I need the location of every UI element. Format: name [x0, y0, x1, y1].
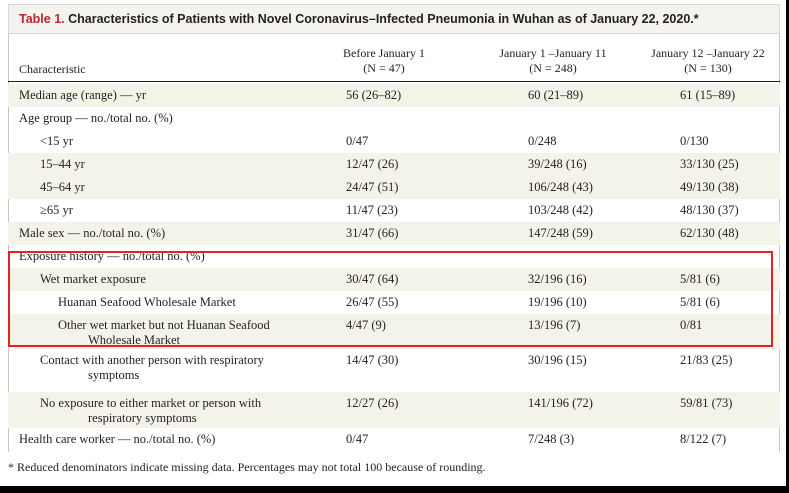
header-col1-line1: Before January 1	[343, 46, 425, 60]
row-value-col2: 141/196 (72)	[528, 396, 593, 410]
table-row: Age group — no./total no. (%)	[8, 107, 780, 130]
header-jan1-jan11: January 1 –January 11 (N = 248)	[483, 46, 623, 76]
row-value-col2: 0/248	[528, 134, 557, 148]
row-label: Contact with another person with respira…	[40, 353, 264, 367]
table-header: Characteristic Before January 1 (N = 47)…	[8, 34, 780, 82]
row-value-col1: 12/47 (26)	[346, 157, 399, 171]
row-value-col1: 11/47 (23)	[346, 203, 398, 217]
header-jan12-jan22: January 12 –January 22 (N = 130)	[638, 46, 778, 76]
row-label: Male sex — no./total no. (%)	[19, 226, 166, 240]
row-value-col3: 62/130 (48)	[680, 226, 739, 240]
row-value-col1: 0/47	[346, 432, 369, 446]
table-row: Median age (range) — yr 56 (26–82) 60 (21–…	[8, 84, 780, 107]
table-footnote: * Reduced denominators indicate missing …	[8, 460, 486, 474]
row-value-col2: 7/248 (3)	[528, 432, 575, 446]
row-value-col3: 5/81 (6)	[680, 295, 720, 309]
table-row: Health care worker — no./total no. (%) 0/…	[8, 428, 780, 451]
header-col2-line2: (N = 248)	[529, 61, 577, 75]
row-value-col2: 147/248 (59)	[528, 226, 593, 240]
row-label-continued: symptoms	[88, 368, 140, 382]
row-label: <15 yr	[40, 134, 74, 148]
row-label: ≥65 yr	[40, 203, 73, 217]
table-title-bar: Table 1. Characteristics of Patients wit…	[8, 4, 780, 34]
row-label: 45–64 yr	[40, 180, 85, 194]
row-value-col2: 106/248 (43)	[528, 180, 593, 194]
header-col1-line2: (N = 47)	[363, 61, 405, 75]
row-label: Age group — no./total no. (%)	[19, 111, 173, 125]
row-label: Health care worker — no./total no. (%)	[19, 432, 216, 446]
header-col3-line1: January 12 –January 22	[651, 46, 765, 60]
row-value-col3: 0/81	[680, 318, 703, 332]
row-label: Median age (range) — yr	[19, 88, 147, 102]
row-value-col3: 48/130 (37)	[680, 203, 739, 217]
row-label-continued: Wholesale Market	[88, 333, 180, 347]
row-label: No exposure to either market or person w…	[40, 396, 262, 410]
row-value-col3: 33/130 (25)	[680, 157, 739, 171]
table-row: Contact with another person with respira…	[8, 349, 780, 392]
row-value-col1: 12/27 (26)	[346, 396, 399, 410]
table-row: Male sex — no./total no. (%) 31/47 (66) 14…	[8, 222, 780, 245]
row-label: 15–44 yr	[40, 157, 85, 171]
header-characteristic: Characteristic	[19, 62, 86, 76]
row-value-col3: 21/83 (25)	[680, 353, 733, 367]
table-number: Table 1.	[19, 12, 65, 26]
table-row: 15–44 yr 12/47 (26) 39/248 (16) 33/130 (25)	[8, 153, 780, 176]
row-value-col1: 14/47 (30)	[346, 353, 399, 367]
row-value-col2: 39/248 (16)	[528, 157, 587, 171]
row-label: Wet market exposure	[40, 272, 146, 286]
row-value-col2: 103/248 (42)	[528, 203, 593, 217]
row-value-col1: 0/47	[346, 134, 369, 148]
table-row: Huanan Seafood Wholesale Market 26/47 (55…	[8, 291, 780, 314]
row-value-col3: 61 (15–89)	[680, 88, 736, 102]
table-row: Wet market exposure 30/47 (64) 32/196 (16)…	[8, 268, 780, 291]
row-value-col3: 0/130	[680, 134, 709, 148]
row-value-col1: 26/47 (55)	[346, 295, 399, 309]
table-row: ≥65 yr 11/47 (23) 103/248 (42) 48/130 (37)	[8, 199, 780, 222]
row-label-continued: respiratory symptoms	[88, 411, 197, 425]
table-row: Other wet market but not Huanan Seafood W…	[8, 314, 780, 349]
row-label: Other wet market but not Huanan Seafood	[58, 318, 270, 332]
header-col2-line1: January 1 –January 11	[499, 46, 607, 60]
table-row: 45–64 yr 24/47 (51) 106/248 (43) 49/130 (38…	[8, 176, 780, 199]
table-caption: Characteristics of Patients with Novel C…	[68, 12, 699, 26]
row-value-col2: 19/196 (10)	[528, 295, 587, 309]
row-value-col1: 56 (26–82)	[346, 88, 402, 102]
table-row: <15 yr 0/47 0/248 0/130	[8, 130, 780, 153]
row-value-col1: 31/47 (66)	[346, 226, 399, 240]
highlight-box	[8, 251, 773, 347]
row-value-col1: 24/47 (51)	[346, 180, 399, 194]
row-value-col1: 30/47 (64)	[346, 272, 399, 286]
row-value-col2: 30/196 (15)	[528, 353, 587, 367]
header-col3-line2: (N = 130)	[684, 61, 732, 75]
row-value-col2: 13/196 (7)	[528, 318, 581, 332]
row-value-col3: 5/81 (6)	[680, 272, 720, 286]
row-value-col1: 4/47 (9)	[346, 318, 386, 332]
row-value-col3: 8/122 (7)	[680, 432, 727, 446]
header-before-jan1: Before January 1 (N = 47)	[314, 46, 454, 76]
table-row: No exposure to either market or person w…	[8, 392, 780, 428]
row-value-col2: 60 (21–89)	[528, 88, 584, 102]
row-value-col3: 59/81 (73)	[680, 396, 733, 410]
table-title: Table 1. Characteristics of Patients wit…	[19, 12, 699, 26]
row-value-col2: 32/196 (16)	[528, 272, 587, 286]
row-value-col3: 49/130 (38)	[680, 180, 739, 194]
row-label: Huanan Seafood Wholesale Market	[58, 295, 236, 309]
